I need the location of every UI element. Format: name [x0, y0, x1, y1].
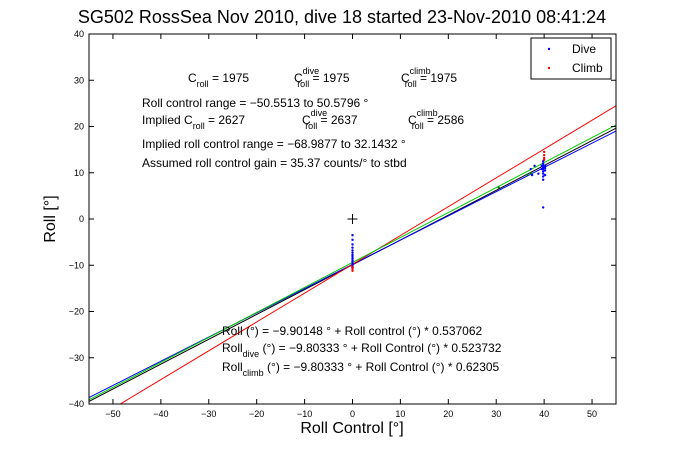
data-points [347, 150, 547, 272]
y-tick-label: −40 [69, 399, 84, 409]
legend-marker-climb [547, 66, 551, 70]
x-tick-label: 10 [395, 409, 405, 419]
roll-control-range-annotation: Roll control range = −50.5513 to 50.5796… [142, 96, 368, 110]
point-series0-23 [541, 162, 545, 165]
point-series0-33 [530, 173, 534, 177]
y-tick-label: −10 [69, 260, 84, 270]
point-series0-29 [540, 167, 543, 171]
x-tick-label: −30 [201, 409, 216, 419]
y-tick-label: −20 [69, 307, 84, 317]
point-series1-4 [542, 150, 546, 154]
axis-ticks: −50 −40 −30 −20 −10 0 10 20 30 40 50 −40 −30 −20 −10 0 1… [69, 29, 616, 419]
fit-all-annotation: Roll (°) = −9.90148 ° + Roll control (°)… [222, 324, 483, 338]
x-tick-label: −40 [153, 409, 168, 419]
x-tick-label: 20 [443, 409, 453, 419]
point-series0-25 [543, 169, 547, 172]
point-series0-4 [351, 249, 354, 252]
c-roll-dive-annotation: Cdive roll = 1975 [294, 66, 350, 89]
implied-c-roll-annotation: Implied Croll = 2627 [142, 113, 245, 131]
x-tick-label: 40 [539, 409, 549, 419]
implied-c-roll-climb-annotation: Cclimb roll = 2586 [408, 108, 464, 131]
point-series0-16 [541, 178, 545, 181]
y-tick-label: 40 [74, 29, 84, 39]
point-series0-30 [540, 164, 543, 168]
x-tick-label: −50 [105, 409, 120, 419]
fit-dive-annotation: Rolldive (°) = −9.80333 ° + Roll Control… [222, 341, 502, 359]
point-series0-2 [351, 243, 354, 246]
point-series0-32 [533, 164, 536, 168]
point-series0-17 [541, 175, 545, 178]
point-series0-28 [543, 173, 547, 177]
point-series0-0 [351, 233, 354, 237]
y-axis-label: Roll [°] [42, 195, 59, 242]
point-series0-19 [541, 170, 545, 173]
x-tick-label: −10 [297, 409, 312, 419]
point-series1-2 [351, 269, 354, 272]
point-series1-6 [542, 158, 546, 161]
legend-label-dive: Dive [572, 42, 596, 56]
y-tick-label: 0 [79, 214, 84, 224]
x-tick-label: 0 [350, 409, 355, 419]
plot-frame [88, 33, 617, 405]
x-tick-label: 50 [587, 409, 597, 419]
point-series1-1 [351, 267, 354, 271]
point-series2-0 [526, 173, 529, 176]
point-series0-5 [351, 251, 354, 254]
x-tick-label: −20 [249, 409, 264, 419]
point-series0-34 [537, 172, 540, 175]
point-series1-5 [542, 156, 546, 160]
point-series0-15 [541, 206, 545, 209]
assumed-gain-annotation: Assumed roll control gain = 35.37 counts… [142, 156, 407, 170]
point-series0-1 [351, 238, 354, 242]
annotations: Croll = 1975 Cdive roll = 1975 Cclimb roll… [142, 66, 502, 378]
x-axis-label: Roll Control [°] [300, 420, 403, 437]
y-tick-label: 20 [74, 122, 84, 132]
point-series0-3 [351, 246, 354, 249]
point-series2-1 [530, 172, 533, 175]
y-tick-label: −30 [69, 353, 84, 363]
x-tick-label: 30 [491, 409, 501, 419]
y-tick-label: 30 [74, 75, 84, 85]
point-series0-31 [529, 167, 532, 171]
legend-label-climb: Climb [572, 61, 603, 75]
fit-climb-annotation: Rollclimb (°) = −9.80333 ° + Roll Contro… [222, 360, 500, 378]
point-series1-0 [351, 265, 354, 268]
point-series0-27 [543, 164, 547, 168]
point-series1-3 [542, 153, 546, 157]
y-tick-label: 10 [74, 168, 84, 178]
legend-marker-dive [547, 47, 551, 51]
point-series0-6 [351, 253, 354, 257]
point-series2-2 [497, 186, 500, 189]
point-series0-26 [543, 166, 547, 170]
implied-range-annotation: Implied roll control range = −68.9877 to… [142, 137, 406, 151]
point-series0-7 [351, 255, 354, 259]
point-series0-8 [351, 257, 354, 260]
c-roll-annotation: Croll = 1975 [188, 71, 249, 89]
chart-title: SG502 RossSea Nov 2010, dive 18 started … [78, 7, 606, 27]
point-series0-18 [541, 172, 545, 175]
implied-c-roll-dive-annotation: Cdive roll = 2637 [302, 108, 358, 131]
legend-box [530, 37, 612, 80]
c-roll-climb-annotation: Cclimb roll = 1975 [401, 66, 457, 89]
legend: Dive Climb [530, 37, 612, 80]
